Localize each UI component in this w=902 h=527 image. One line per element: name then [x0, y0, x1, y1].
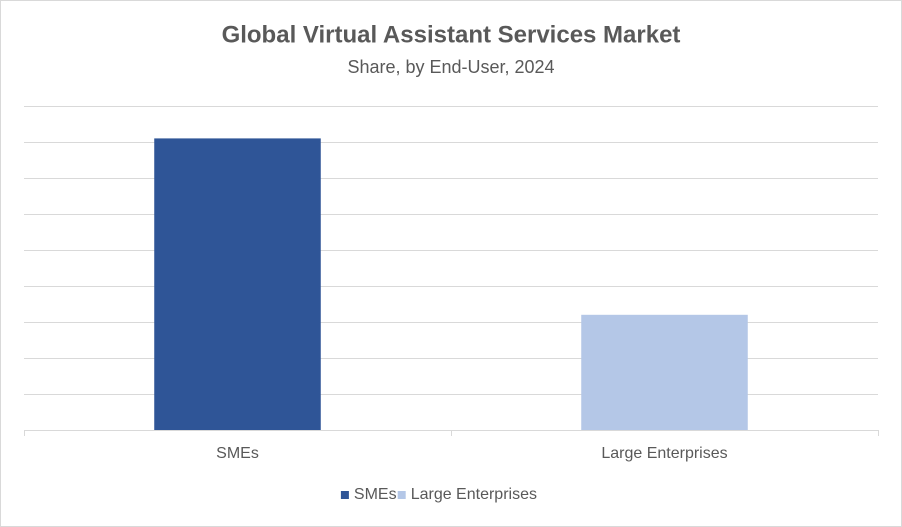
legend-label: SMEs: [354, 486, 397, 503]
bar: [581, 314, 748, 430]
chart-title: Global Virtual Assistant Services Market: [222, 21, 681, 48]
legend-label: Large Enterprises: [411, 486, 537, 503]
x-tick-label: Large Enterprises: [601, 445, 727, 462]
chart-subtitle: Share, by End-User, 2024: [347, 57, 554, 77]
x-tick-label: SMEs: [216, 445, 259, 462]
legend-swatch: [397, 491, 406, 499]
bar: [154, 138, 321, 430]
legend-swatch: [340, 491, 349, 499]
